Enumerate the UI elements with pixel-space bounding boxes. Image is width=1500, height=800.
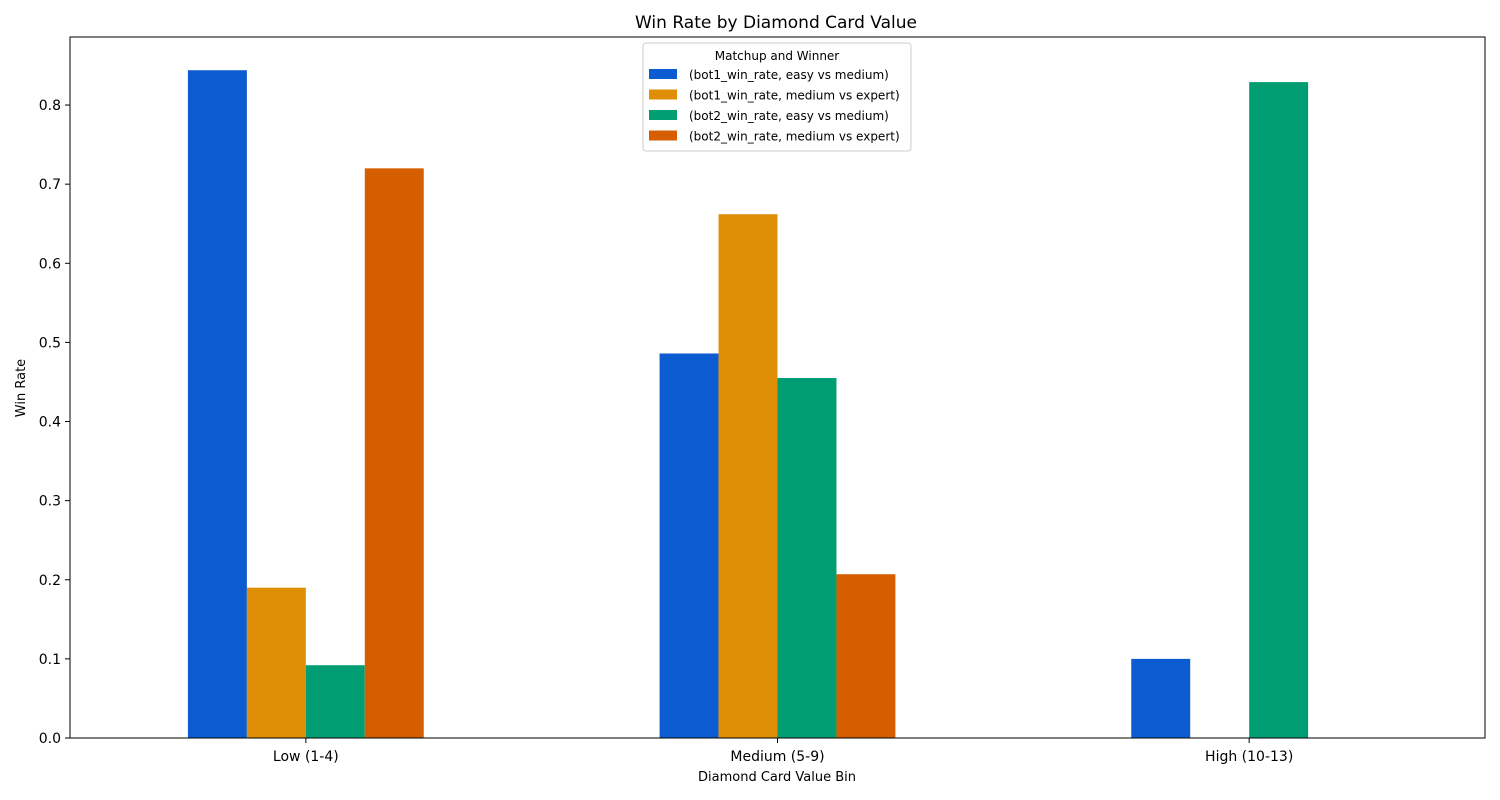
bars-group bbox=[187, 70, 1309, 739]
bar-series-1-cat-1 bbox=[187, 70, 247, 739]
legend-swatch bbox=[649, 110, 677, 120]
bar-series-3-cat-3 bbox=[1249, 82, 1309, 738]
legend-label: (bot2_win_rate, medium vs expert) bbox=[689, 130, 900, 144]
y-tick-label: 0.6 bbox=[39, 256, 61, 272]
y-tick-label: 0.5 bbox=[39, 335, 61, 351]
legend-swatch bbox=[649, 130, 677, 141]
legend: Matchup and Winner (bot1_win_rate, easy v… bbox=[642, 42, 912, 152]
bar-series-2-cat-1 bbox=[246, 587, 306, 738]
bar-series-1-cat-3 bbox=[1131, 658, 1191, 738]
bar-series-3-cat-2 bbox=[777, 378, 837, 738]
y-tick-label: 0.0 bbox=[39, 731, 61, 747]
legend-label: (bot1_win_rate, easy vs medium) bbox=[689, 68, 889, 82]
bar-series-4-cat-2 bbox=[836, 574, 896, 738]
x-axis: Low (1-4) Medium (5-9) High (10-13) bbox=[273, 738, 1293, 765]
bar-series-3-cat-1 bbox=[305, 665, 365, 738]
y-tick-label: 0.8 bbox=[39, 98, 61, 114]
y-axis-label: Win Rate bbox=[14, 359, 29, 417]
bar-series-1-cat-2 bbox=[659, 353, 719, 738]
y-tick-label: 0.2 bbox=[39, 573, 61, 589]
x-axis-label: Diamond Card Value Bin bbox=[698, 770, 856, 785]
bar-series-4-cat-1 bbox=[364, 168, 424, 738]
x-tick-label: High (10-13) bbox=[1205, 749, 1293, 765]
legend-label: (bot2_win_rate, easy vs medium) bbox=[689, 109, 889, 123]
x-tick-label: Medium (5-9) bbox=[730, 749, 824, 765]
legend-swatch bbox=[649, 69, 677, 79]
chart-title: Win Rate by Diamond Card Value bbox=[635, 13, 917, 33]
x-tick-label: Low (1-4) bbox=[273, 749, 339, 765]
y-tick-label: 0.7 bbox=[39, 177, 61, 193]
y-tick-label: 0.3 bbox=[39, 494, 61, 510]
legend-title: Matchup and Winner bbox=[715, 49, 840, 63]
bar-series-2-cat-2 bbox=[718, 214, 778, 738]
y-axis: 0.0 0.1 0.2 0.3 0.4 0.5 0.6 0.7 0.8 bbox=[39, 98, 70, 747]
y-tick-label: 0.4 bbox=[39, 415, 61, 431]
legend-label: (bot1_win_rate, medium vs expert) bbox=[689, 89, 900, 103]
legend-box bbox=[642, 42, 912, 152]
legend-swatch bbox=[649, 89, 677, 100]
y-tick-label: 0.1 bbox=[39, 652, 61, 668]
